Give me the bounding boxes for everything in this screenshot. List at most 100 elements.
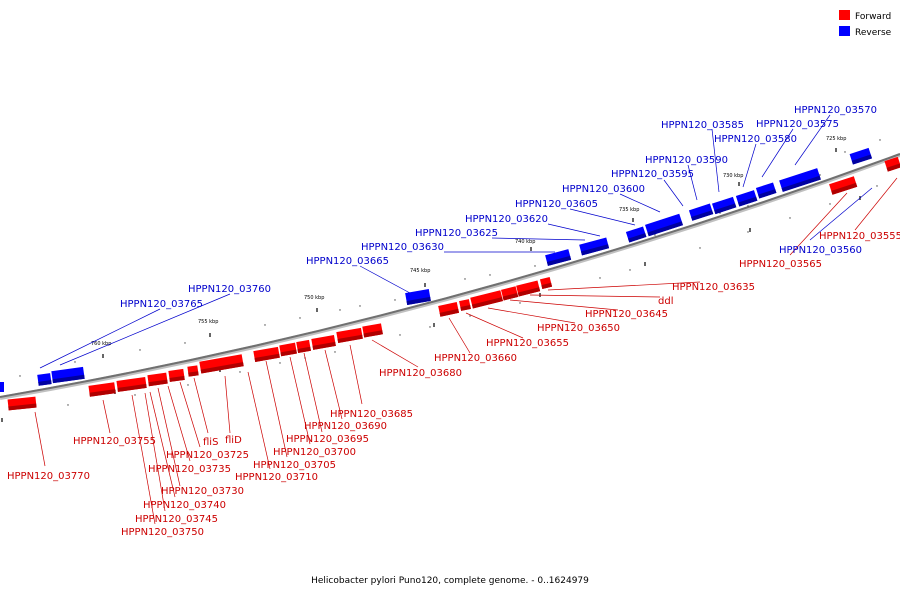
gene-arrow-forward[interactable] xyxy=(459,299,471,311)
leader-lines-reverse xyxy=(39,114,873,369)
tick-labels: 725 kbp 730 kbp 735 kbp 740 kbp 745 kbp … xyxy=(91,136,846,347)
gene-label[interactable]: HPPN120_03725 xyxy=(166,450,249,461)
gene-arrow-forward[interactable] xyxy=(168,368,185,382)
gene-label[interactable]: HPPN120_03680 xyxy=(379,368,462,379)
gene-arrow-reverse[interactable] xyxy=(755,182,777,199)
gene-arrow-reverse[interactable] xyxy=(579,237,610,256)
gene-arrow-forward[interactable] xyxy=(311,334,336,350)
gene-label[interactable]: HPPN120_03655 xyxy=(486,338,569,349)
gene-label[interactable]: HPPN120_03730 xyxy=(161,486,244,497)
gene-label[interactable]: HPPN120_03575 xyxy=(756,119,839,130)
genome-caption: Helicobacter pylori Puno120, complete ge… xyxy=(311,576,589,586)
gene-arrow-forward[interactable] xyxy=(829,176,858,195)
gene-label[interactable]: HPPN120_03765 xyxy=(120,299,203,310)
gene-label[interactable]: ddl xyxy=(658,296,673,307)
gene-label[interactable]: HPPN120_03570 xyxy=(794,105,877,116)
gene-arrow-forward[interactable] xyxy=(336,327,363,343)
gene-label[interactable]: HPPN120_03595 xyxy=(611,169,694,180)
gene-label[interactable]: HPPN120_03650 xyxy=(537,323,620,334)
gene-label[interactable]: HPPN120_03620 xyxy=(465,214,548,225)
gene-label[interactable]: HPPN120_03750 xyxy=(121,527,204,538)
gene-label[interactable]: HPPN120_03625 xyxy=(415,228,498,239)
gene-arrow-reverse[interactable] xyxy=(688,203,714,221)
leader-lines-forward xyxy=(34,177,898,525)
gene-label[interactable]: HPPN120_03580 xyxy=(714,134,797,145)
gene-arrow-forward[interactable] xyxy=(438,302,460,317)
legend-swatch-reverse xyxy=(839,26,850,36)
tick-label: 740 kbp xyxy=(515,239,535,245)
gene-arrow-forward[interactable] xyxy=(296,339,311,353)
gene-arrow-forward[interactable] xyxy=(187,365,199,377)
gene-arrow-forward[interactable] xyxy=(147,372,168,387)
tick-label: 755 kbp xyxy=(198,319,218,325)
tick-label: 760 kbp xyxy=(91,341,111,347)
gene-arrow-forward[interactable] xyxy=(116,376,147,392)
reverse-genes xyxy=(0,147,873,392)
tick-label: 730 kbp xyxy=(723,173,743,179)
genome-backbone xyxy=(0,153,900,400)
gene-label[interactable]: HPPN120_03555 xyxy=(819,231,900,242)
gene-label[interactable]: HPPN120_03685 xyxy=(330,409,413,420)
gene-label[interactable]: HPPN120_03770 xyxy=(7,471,90,482)
gene-label[interactable]: HPPN120_03735 xyxy=(148,464,231,475)
gene-arrow-reverse[interactable] xyxy=(0,382,4,392)
gene-arrow-forward[interactable] xyxy=(884,156,900,172)
forward-labels: HPPN120_03555 HPPN120_03565 HPPN120_0363… xyxy=(7,231,900,538)
gene-label[interactable]: HPPN120_03600 xyxy=(562,184,645,195)
forward-genes xyxy=(7,156,900,411)
gene-arrow-reverse[interactable] xyxy=(625,226,647,243)
gene-arrow-reverse[interactable] xyxy=(711,196,737,215)
gene-label[interactable]: HPPN120_03590 xyxy=(645,155,728,166)
gene-label[interactable]: HPPN120_03635 xyxy=(672,282,755,293)
gene-arrow-reverse[interactable] xyxy=(37,373,52,386)
gene-arrow-reverse[interactable] xyxy=(545,249,572,266)
guide-dots xyxy=(19,139,881,406)
gene-label[interactable]: HPPN120_03690 xyxy=(304,421,387,432)
gene-arrow-reverse[interactable] xyxy=(735,190,758,207)
gene-label[interactable]: HPPN120_03560 xyxy=(779,245,862,256)
gene-arrow-forward[interactable] xyxy=(279,342,297,357)
tick-label: 745 kbp xyxy=(410,268,430,274)
gene-label[interactable]: HPPN120_03630 xyxy=(361,242,444,253)
gene-arrow-forward[interactable] xyxy=(88,382,116,397)
legend-swatch-forward xyxy=(839,10,850,20)
gene-label[interactable]: HPPN120_03660 xyxy=(434,353,517,364)
gene-label[interactable]: HPPN120_03695 xyxy=(286,434,369,445)
gene-arrow-forward[interactable] xyxy=(516,280,541,297)
gene-label[interactable]: HPPN120_03760 xyxy=(188,284,271,295)
reverse-labels: HPPN120_03570 HPPN120_03575 HPPN120_0358… xyxy=(120,105,877,310)
gene-label[interactable]: HPPN120_03565 xyxy=(739,259,822,270)
gene-label[interactable]: HPPN120_03585 xyxy=(661,120,744,131)
tick-label: 725 kbp xyxy=(826,136,846,142)
legend-label-forward: Forward xyxy=(855,12,891,22)
gene-label[interactable]: HPPN120_03700 xyxy=(273,447,356,458)
gene-label[interactable]: HPPN120_03710 xyxy=(235,472,318,483)
gene-arrow-forward[interactable] xyxy=(362,323,383,338)
gene-arrow-reverse[interactable] xyxy=(849,147,873,165)
legend: Forward Reverse xyxy=(839,10,892,38)
gene-arrow-forward[interactable] xyxy=(7,396,37,411)
gene-arrow-forward[interactable] xyxy=(470,290,503,309)
gene-label[interactable]: HPPN120_03745 xyxy=(135,514,218,525)
tick-label: 735 kbp xyxy=(619,207,639,213)
gene-label[interactable]: fliS xyxy=(203,437,218,448)
gene-label[interactable]: HPPN120_03665 xyxy=(306,256,389,267)
gene-arrow-reverse[interactable] xyxy=(51,366,85,384)
gene-arrow-reverse[interactable] xyxy=(779,168,821,192)
gene-label[interactable]: HPPN120_03645 xyxy=(585,309,668,320)
legend-label-reverse: Reverse xyxy=(855,28,892,38)
gene-arrow-forward[interactable] xyxy=(253,346,280,362)
gene-label[interactable]: HPPN120_03740 xyxy=(143,500,226,511)
gene-label[interactable]: fliD xyxy=(225,435,242,446)
tick-label: 750 kbp xyxy=(304,295,324,301)
gene-label[interactable]: HPPN120_03705 xyxy=(253,460,336,471)
gene-arrow-forward[interactable] xyxy=(199,354,244,374)
gene-label[interactable]: HPPN120_03755 xyxy=(73,436,156,447)
gene-label[interactable]: HPPN120_03605 xyxy=(515,199,598,210)
legend-item-reverse: Reverse xyxy=(839,26,892,38)
gene-arrow-forward[interactable] xyxy=(500,286,519,301)
gene-arrow-reverse[interactable] xyxy=(405,289,431,305)
gene-arrow-forward[interactable] xyxy=(539,276,553,290)
gene-arrow-reverse[interactable] xyxy=(645,213,683,237)
